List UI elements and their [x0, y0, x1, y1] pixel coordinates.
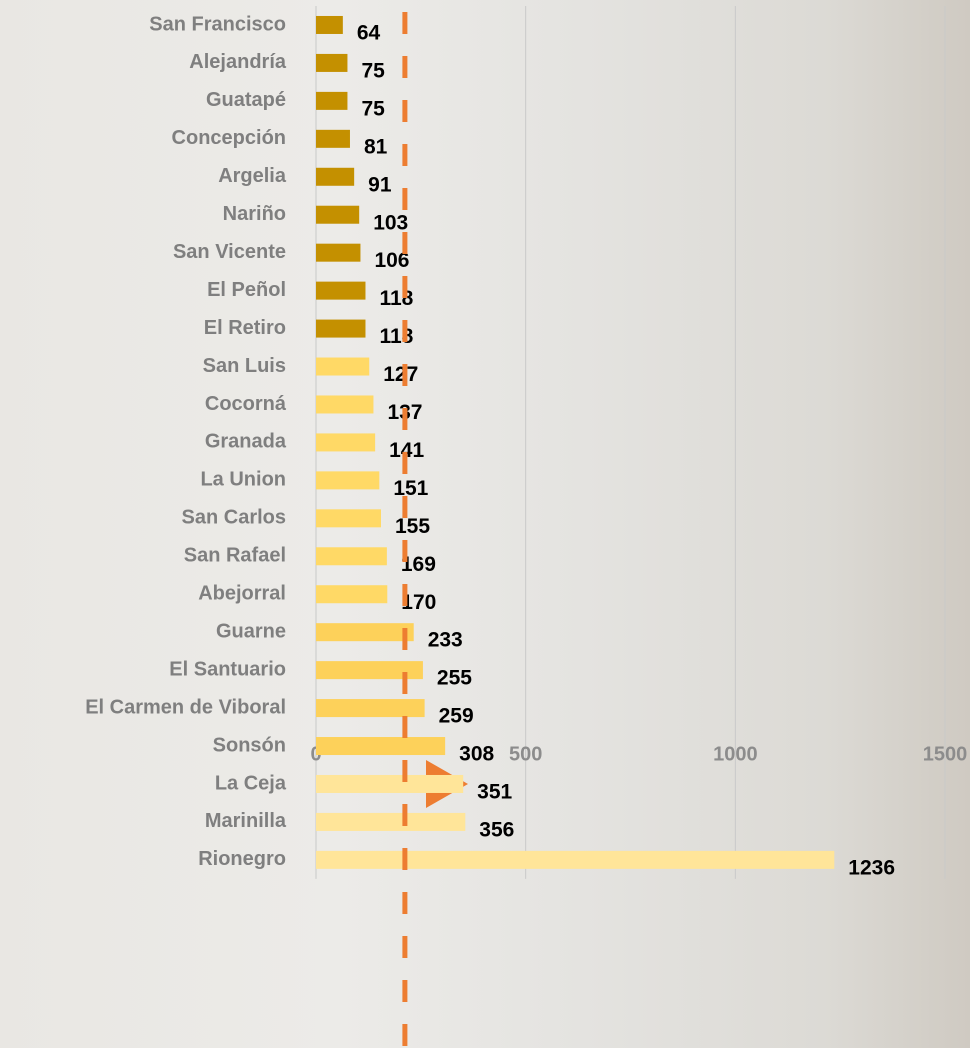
bar: [316, 16, 343, 34]
y-tick-label: El Retiro: [204, 317, 286, 339]
bar: [316, 244, 360, 262]
bar: [316, 775, 463, 793]
y-tick-label: Cocorná: [205, 393, 287, 415]
y-tick-label: Guatapé: [206, 89, 286, 111]
y-tick-label: Alejandría: [189, 51, 287, 73]
y-tick-label: El Carmen de Viboral: [85, 696, 286, 718]
bar: [316, 395, 373, 413]
bar: [316, 623, 414, 641]
bar: [316, 206, 359, 224]
y-tick-label: La Ceja: [215, 772, 287, 794]
data-label: 91: [368, 173, 392, 196]
bar: [316, 585, 387, 603]
data-label: 64: [357, 22, 381, 45]
y-tick-label: San Carlos: [182, 507, 286, 529]
y-tick-label: Argelia: [218, 165, 287, 187]
data-label: 259: [439, 705, 474, 728]
bar: [316, 851, 834, 869]
data-label: 308: [459, 743, 494, 766]
data-label: 75: [361, 59, 385, 82]
data-label: 118: [379, 325, 413, 348]
data-label: 1236: [848, 856, 895, 879]
bar: [316, 282, 365, 300]
y-tick-label: La Union: [200, 469, 286, 491]
y-tick-label: Abejorral: [198, 583, 286, 605]
y-tick-label: Concepción: [172, 127, 286, 149]
bar: [316, 737, 445, 755]
data-label: 81: [364, 135, 388, 158]
bar: [316, 168, 354, 186]
bar: [316, 320, 365, 338]
x-tick-label: 1500: [923, 743, 968, 765]
data-label: 118: [379, 287, 413, 310]
y-tick-label: San Luis: [203, 355, 286, 377]
y-tick-label: Rionegro: [198, 848, 286, 870]
chart: 050010001500San Francisco64Alejandría75G…: [0, 0, 970, 1048]
data-label: 356: [479, 818, 514, 841]
y-tick-label: Sonsón: [213, 734, 286, 756]
y-tick-label: San Francisco: [149, 13, 286, 35]
y-tick-label: San Rafael: [184, 545, 286, 567]
bar: [316, 54, 347, 72]
bar: [316, 699, 425, 717]
data-label: 351: [477, 781, 512, 804]
y-tick-label: Guarne: [216, 620, 286, 642]
bar: [316, 547, 387, 565]
bar: [316, 92, 347, 110]
y-tick-label: Granada: [205, 431, 287, 453]
x-tick-label: 1000: [713, 743, 758, 765]
data-label: 233: [428, 629, 463, 652]
y-tick-label: Marinilla: [205, 810, 287, 832]
y-tick-label: El Santuario: [169, 658, 286, 680]
data-label: 75: [361, 97, 385, 120]
page: 050010001500San Francisco64Alejandría75G…: [0, 0, 970, 1048]
y-tick-label: Nariño: [223, 203, 286, 225]
data-label: 103: [373, 211, 408, 234]
data-label: 155: [395, 515, 430, 538]
bar: [316, 471, 379, 489]
data-label: 127: [383, 363, 418, 386]
x-tick-label: 500: [509, 743, 542, 765]
bar: [316, 433, 375, 451]
bar: [316, 130, 350, 148]
data-label: 151: [393, 477, 428, 500]
data-label: 255: [437, 667, 472, 690]
y-tick-label: El Peñol: [207, 279, 286, 301]
y-tick-label: San Vicente: [173, 241, 286, 263]
bar: [316, 813, 465, 831]
bar: [316, 509, 381, 527]
bar: [316, 358, 369, 376]
